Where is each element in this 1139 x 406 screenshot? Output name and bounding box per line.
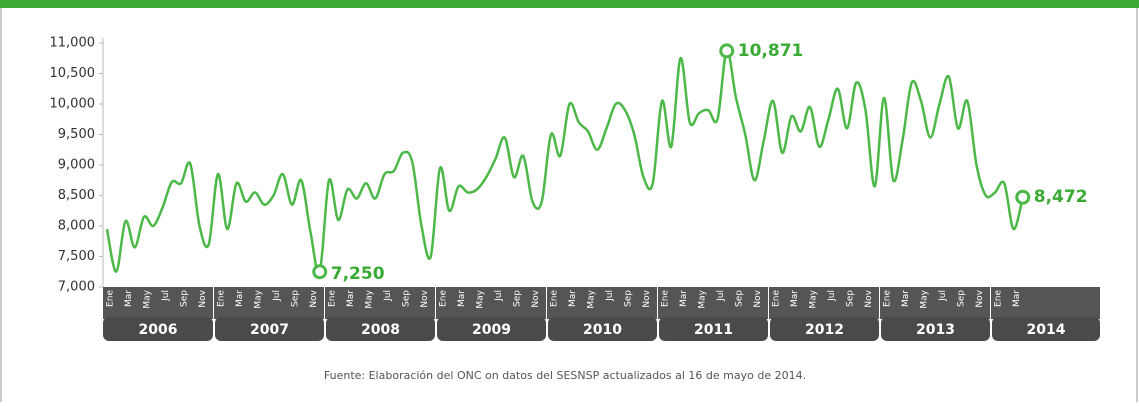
value-label: 7,250 [331, 264, 385, 284]
series-line [105, 49, 1024, 275]
x-tick-label: Nov [975, 289, 985, 307]
year-label: 2011 [694, 322, 733, 338]
value-label: 10,871 [738, 41, 804, 61]
x-tick-label: Sep [513, 290, 523, 307]
x-tick-label: Jul [494, 290, 504, 302]
x-tick-label: Mar [346, 290, 356, 307]
y-tick-label: 10,000 [50, 97, 96, 112]
year-tab [326, 317, 435, 341]
year-label: 2008 [361, 322, 400, 338]
x-tick-label: Mar [568, 290, 578, 307]
x-tick-label: Nov [198, 289, 208, 307]
top-bar [0, 0, 1139, 8]
x-tick-label: Jul [605, 290, 615, 302]
year-label: 2006 [139, 322, 178, 338]
year-label: 2014 [1027, 322, 1066, 338]
year-tab [659, 317, 768, 341]
x-tick-label: Ene [106, 290, 116, 307]
y-tick-label: 9,500 [58, 127, 95, 142]
x-tick-label: Ene [883, 290, 893, 307]
y-tick-label: 8,500 [58, 188, 95, 203]
x-tick-label: Jul [716, 290, 726, 302]
x-tick-label: Nov [420, 289, 430, 307]
x-tick-label: Sep [402, 290, 412, 307]
year-tab [548, 317, 657, 341]
year-label: 2007 [250, 322, 289, 338]
x-tick-label: May [587, 289, 597, 308]
x-tick-label: May [698, 289, 708, 308]
x-tick-label: Mar [457, 290, 467, 307]
y-tick-label: 7,000 [58, 280, 95, 295]
x-tick-label: Ene [328, 290, 338, 307]
highlight-marker [1015, 189, 1031, 205]
highlight-marker [312, 264, 328, 280]
y-tick-label: 7,500 [58, 249, 95, 264]
x-tick-label: Sep [846, 290, 856, 307]
x-tick-label: Nov [753, 289, 763, 307]
x-tick-label: Ene [994, 290, 1004, 307]
x-tick-label: May [476, 289, 486, 308]
x-tick-label: Ene [772, 290, 782, 307]
x-tick-label: Sep [957, 290, 967, 307]
x-tick-label: Nov [864, 289, 874, 307]
year-tab [992, 317, 1100, 341]
x-tick-label: Mar [790, 290, 800, 307]
x-tick-label: Mar [679, 290, 689, 307]
year-label: 2013 [916, 322, 955, 338]
x-tick-label: Mar [235, 290, 245, 307]
x-axis-band [103, 287, 1100, 319]
x-tick-label: Mar [901, 290, 911, 307]
highlight-marker [719, 43, 735, 59]
year-tab [215, 317, 324, 341]
x-tick-label: Mar [124, 290, 134, 307]
x-tick-label: Mar [1012, 290, 1022, 307]
x-tick-label: Jul [383, 290, 393, 302]
x-tick-label: Jul [272, 290, 282, 302]
value-label: 8,472 [1034, 187, 1088, 207]
x-tick-label: May [920, 289, 930, 308]
year-tab [881, 317, 990, 341]
x-tick-label: Jul [938, 290, 948, 302]
x-tick-label: May [254, 289, 264, 308]
x-tick-label: May [143, 289, 153, 308]
x-tick-label: Ene [439, 290, 449, 307]
y-tick-label: 11,000 [50, 36, 96, 51]
x-tick-label: Nov [642, 289, 652, 307]
x-tick-label: Jul [161, 290, 171, 302]
y-tick-label: 8,000 [58, 219, 95, 234]
x-tick-label: Nov [531, 289, 541, 307]
x-tick-label: Sep [735, 290, 745, 307]
x-tick-label: Sep [180, 290, 190, 307]
year-label: 2010 [583, 322, 622, 338]
x-tick-label: Ene [217, 290, 227, 307]
y-tick-label: 9,000 [58, 158, 95, 173]
x-tick-label: May [365, 289, 375, 308]
x-tick-label: Sep [624, 290, 634, 307]
y-tick-label: 10,500 [50, 66, 96, 81]
x-tick-label: Ene [661, 290, 671, 307]
year-label: 2012 [805, 322, 844, 338]
source: Fuente: Elaboración del ONC on datos del… [324, 369, 806, 382]
year-tab [103, 317, 213, 341]
x-tick-label: Sep [291, 290, 301, 307]
x-tick-label: Jul [827, 290, 837, 302]
year-tab [437, 317, 546, 341]
x-tick-label: Nov [309, 289, 319, 307]
year-tab [770, 317, 879, 341]
x-tick-label: Ene [550, 290, 560, 307]
year-label: 2009 [472, 322, 511, 338]
x-tick-label: May [809, 289, 819, 308]
